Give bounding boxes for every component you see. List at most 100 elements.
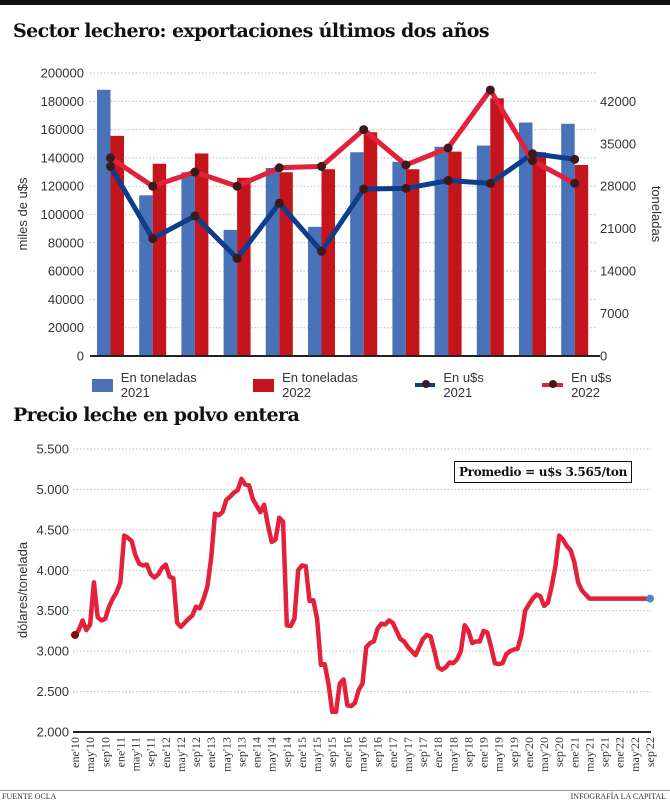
bar-tons-2022	[405, 169, 420, 356]
legend-item-usd-2022: En u$s 2022	[542, 370, 640, 400]
x-tick-label: ene'22	[613, 737, 627, 768]
marker-usd-2022	[148, 181, 158, 191]
y-tick-label: 5.500	[36, 442, 69, 457]
legend-item-usd-2021: En u$s 2021	[414, 370, 513, 400]
y-tick-label: 2.000	[36, 725, 69, 740]
y2-tick-label: 35000	[600, 136, 636, 151]
x-tick-label: may'19	[492, 737, 506, 772]
marker-usd-2022	[401, 160, 411, 170]
x-tick-label: ene'20	[522, 737, 536, 768]
x-tick-label: ene'10	[68, 737, 82, 768]
bar-tons-2022	[574, 164, 589, 356]
x-tick-label: may'22	[628, 737, 642, 772]
x-tick-label: sep'17	[416, 737, 430, 767]
y-axis-label: miles de u$s	[15, 177, 30, 250]
marker-usd-2022	[485, 85, 495, 95]
marker-usd-2021	[443, 176, 453, 186]
y-tick-label: 3.000	[36, 644, 69, 659]
chart1-title: Sector lechero: exportaciones últimos do…	[13, 20, 490, 42]
x-tick-label: sep'19	[507, 737, 521, 767]
x-tick-label: sep'11	[144, 737, 158, 767]
marker-usd-2021	[106, 161, 115, 171]
legend-label: En u$s 2021	[443, 370, 484, 400]
bar-tons-2022	[194, 153, 209, 356]
marker-usd-2022	[232, 181, 242, 191]
bar-tons-2021	[392, 161, 406, 356]
footer-rule	[0, 790, 670, 791]
marker-usd-2021	[317, 246, 326, 256]
x-tick-label: may'12	[174, 737, 188, 772]
x-tick-label: may'18	[446, 737, 460, 772]
marker-usd-2021	[274, 198, 284, 208]
y-tick-label: 3.500	[36, 603, 69, 618]
marker-usd-2022	[190, 167, 200, 177]
marker-usd-2022	[106, 153, 115, 163]
x-tick-label: may'17	[401, 737, 415, 772]
legend-label: En toneladas 2022	[282, 370, 358, 400]
line-usd-2021	[108, 151, 576, 261]
chart1-axes: 0200004000060000800001000001200001400001…	[15, 66, 664, 364]
x-tick-label: may'14	[265, 737, 279, 772]
y-tick-label: 4.000	[36, 563, 69, 578]
y-tick-label: 80000	[48, 235, 84, 250]
credit-note: INFOGRAFÍA LA CAPITAL	[570, 792, 666, 801]
y-tick-label: 4.500	[36, 522, 69, 537]
marker-usd-2022	[317, 161, 326, 171]
bar-tons-2022	[152, 163, 167, 356]
x-tick-label: ene'18	[431, 737, 445, 768]
chart1-gridlines	[90, 72, 596, 329]
bar-tons-2021	[308, 226, 322, 356]
y-tick-label: 100000	[41, 207, 84, 222]
chart1-legend: En toneladas 2021 En toneladas 2022 En u…	[92, 370, 670, 400]
line-usd-2022	[109, 87, 576, 189]
y-axis-label: dólares/tonelada	[15, 541, 30, 638]
y2-tick-label: 42000	[600, 94, 636, 109]
source-note: FUENTE OCLA	[2, 792, 57, 801]
x-tick-label: sep'13	[234, 737, 248, 767]
legend-item-tons-2022: En toneladas 2022	[253, 370, 384, 400]
x-tick-label: sep'21	[598, 737, 612, 767]
legend-swatch-tons-2022	[253, 378, 275, 392]
marker-usd-2021	[528, 149, 537, 159]
x-tick-label: ene'11	[113, 737, 127, 767]
marker-usd-2021	[570, 154, 580, 164]
x-tick-label: may'20	[537, 737, 551, 772]
marker-usd-2022	[570, 178, 580, 188]
x-tick-label: sep'14	[280, 737, 294, 767]
y-tick-label: 0	[77, 349, 84, 364]
x-tick-label: may'15	[310, 737, 324, 772]
y-tick-label: 160000	[41, 122, 84, 137]
marker-usd-2022	[359, 125, 369, 135]
marker-usd-2022	[528, 156, 537, 166]
legend-label: En toneladas 2021	[120, 370, 197, 400]
x-tick-label: sep'12	[189, 737, 203, 767]
marker-usd-2021	[401, 183, 411, 193]
x-tick-label: ene'21	[567, 737, 581, 768]
exports-chart: 0200004000060000800001000001200001400001…	[15, 66, 664, 364]
chart2-title: Precio leche en polvo entera	[13, 404, 300, 426]
x-tick-label: sep'18	[461, 737, 475, 767]
bar-tons-2022	[237, 177, 251, 356]
average-annotation: Promedio = u$s 3.565/ton	[454, 461, 632, 483]
legend-swatch-usd-2021	[414, 380, 436, 388]
x-tick-label: sep'10	[98, 737, 112, 767]
x-tick-label: ene'14	[250, 737, 264, 768]
x-tick-label: sep'16	[371, 737, 385, 767]
y2-tick-label: 0	[600, 349, 607, 364]
x-tick-label: sep'22	[643, 737, 657, 767]
y2-tick-label: 14000	[600, 264, 636, 279]
marker-usd-2022	[443, 143, 453, 153]
y-tick-label: 5.000	[36, 482, 69, 497]
marker-usd-2022	[274, 163, 284, 173]
y-tick-label: 140000	[41, 150, 84, 165]
price-line	[73, 476, 650, 715]
x-tick-label: may'10	[83, 737, 97, 772]
x-tick-label: ene'19	[477, 737, 491, 768]
y-tick-label: 40000	[48, 292, 84, 307]
bar-tons-2022	[321, 169, 335, 356]
x-tick-label: may'11	[129, 737, 143, 771]
end-point	[646, 594, 654, 603]
bar-tons-2022	[532, 152, 546, 356]
bar-tons-2021	[223, 229, 238, 356]
